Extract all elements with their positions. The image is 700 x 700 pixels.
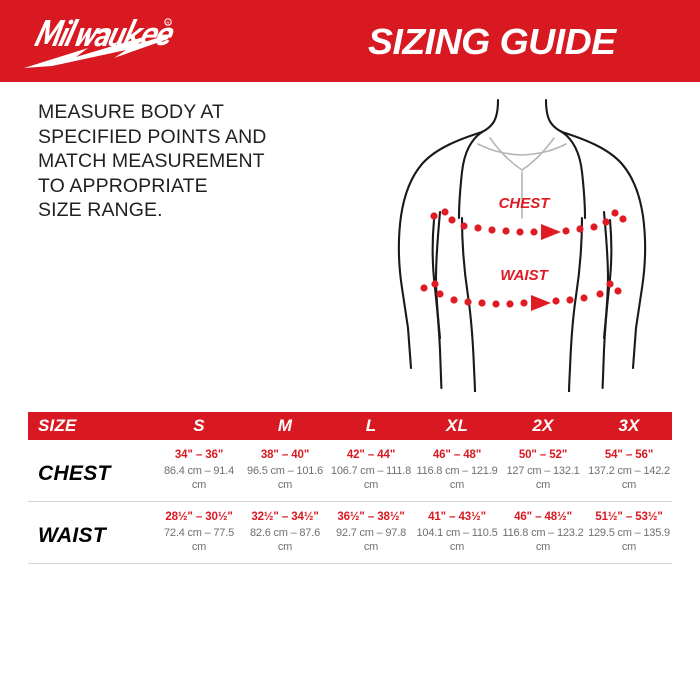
chest-inch-3x: 54" – 56"	[604, 449, 654, 461]
row-label-chest: CHEST	[38, 462, 111, 485]
waist-inch-s: 28½" – 30½"	[165, 511, 233, 523]
chest-cm-xl: 116.8 cm – 121.9 cm	[416, 465, 498, 491]
chest-cell-s: 34" – 36" 86.4 cm – 91.4 cm	[156, 448, 242, 492]
instruction-line-1: MEASURE BODY AT	[38, 101, 225, 123]
chest-cell-l: 42" – 44" 106.7 cm – 111.8 cm	[328, 448, 414, 492]
column-header-3x: 3X	[618, 416, 640, 435]
waist-cm-2x: 116.8 cm – 123.2 cm	[502, 527, 584, 553]
table-header-row: SIZE S M L XL 2X 3X	[28, 412, 672, 440]
chest-cell-2x: 50" – 52" 127 cm – 132.1 cm	[500, 448, 586, 492]
chest-inch-m: 38" – 40"	[260, 449, 310, 461]
column-header-size: SIZE	[38, 416, 77, 435]
waist-inch-xl: 41" – 43½"	[428, 511, 486, 523]
page-title: SIZING GUIDE	[368, 21, 616, 62]
instruction-line-4: TO APPROPRIATE	[38, 174, 208, 197]
chest-inch-xl: 46" – 48"	[432, 449, 482, 461]
waist-cell-2x: 46" – 48½" 116.8 cm – 123.2 cm	[500, 510, 586, 554]
column-header-m: M	[277, 416, 293, 435]
waist-cell-s: 28½" – 30½" 72.4 cm – 77.5 cm	[156, 510, 242, 554]
chest-cm-l: 106.7 cm – 111.8 cm	[330, 465, 412, 491]
column-header-l: L	[365, 416, 377, 435]
waist-inch-3x: 51½" – 53½"	[595, 511, 663, 523]
waist-cm-m: 82.6 cm – 87.6 cm	[250, 527, 320, 553]
chest-cell-xl: 46" – 48" 116.8 cm – 121.9 cm	[414, 448, 500, 492]
page-header: R SIZING GUIDE	[0, 0, 700, 82]
sizing-table: SIZE S M L XL 2X 3X CHEST 34" – 36" 86.4…	[28, 412, 672, 564]
waist-cell-m: 32½" – 34½" 82.6 cm – 87.6 cm	[242, 510, 328, 554]
waist-inch-2x: 46" – 48½"	[514, 511, 572, 523]
column-header-2x: 2X	[532, 416, 554, 435]
chest-cm-m: 96.5 cm – 101.6 cm	[247, 465, 323, 491]
waist-cell-l: 36½" – 38½" 92.7 cm – 97.8 cm	[328, 510, 414, 554]
instruction-line-5: SIZE RANGE.	[38, 199, 163, 221]
instruction-line-3: MATCH MEASUREMENT	[38, 150, 265, 172]
waist-cm-xl: 104.1 cm – 110.5 cm	[416, 527, 498, 553]
column-header-s: S	[193, 416, 205, 435]
waist-cm-3x: 129.5 cm – 135.9 cm	[588, 527, 670, 553]
waist-cm-s: 72.4 cm – 77.5 cm	[164, 527, 234, 553]
chest-inch-s: 34" – 36"	[174, 449, 224, 461]
chest-diagram-label: CHEST	[499, 195, 552, 212]
table-row: CHEST 34" – 36" 86.4 cm – 91.4 cm 38" – …	[28, 440, 672, 502]
chest-cm-3x: 137.2 cm – 142.2 cm	[588, 465, 670, 491]
waist-cm-l: 92.7 cm – 97.8 cm	[336, 527, 406, 553]
table-row: WAIST 28½" – 30½" 72.4 cm – 77.5 cm 32½"…	[28, 502, 672, 564]
body-measurement-diagram: CHEST WAIST	[378, 92, 674, 392]
chest-cell-m: 38" – 40" 96.5 cm – 101.6 cm	[242, 448, 328, 492]
milwaukee-logo: R	[18, 8, 178, 74]
waist-inch-l: 36½" – 38½"	[337, 511, 405, 523]
instructions-text: MEASURE BODY AT SPECIFIED POINTS AND MAT…	[38, 100, 338, 223]
svg-text:R: R	[166, 20, 169, 25]
chest-inch-2x: 50" – 52"	[518, 449, 568, 461]
chest-inch-l: 42" – 44"	[346, 449, 396, 461]
waist-cell-xl: 41" – 43½" 104.1 cm – 110.5 cm	[414, 510, 500, 554]
column-header-xl: XL	[445, 416, 469, 435]
chest-cm-s: 86.4 cm – 91.4 cm	[164, 465, 234, 491]
chest-cm-2x: 127 cm – 132.1 cm	[506, 465, 580, 491]
chest-cell-3x: 54" – 56" 137.2 cm – 142.2 cm	[586, 448, 672, 492]
waist-inch-m: 32½" – 34½"	[251, 511, 319, 523]
instruction-line-2: SPECIFIED POINTS AND	[38, 125, 267, 148]
waist-cell-3x: 51½" – 53½" 129.5 cm – 135.9 cm	[586, 510, 672, 554]
waist-diagram-label: WAIST	[500, 267, 549, 284]
row-label-waist: WAIST	[38, 524, 106, 547]
